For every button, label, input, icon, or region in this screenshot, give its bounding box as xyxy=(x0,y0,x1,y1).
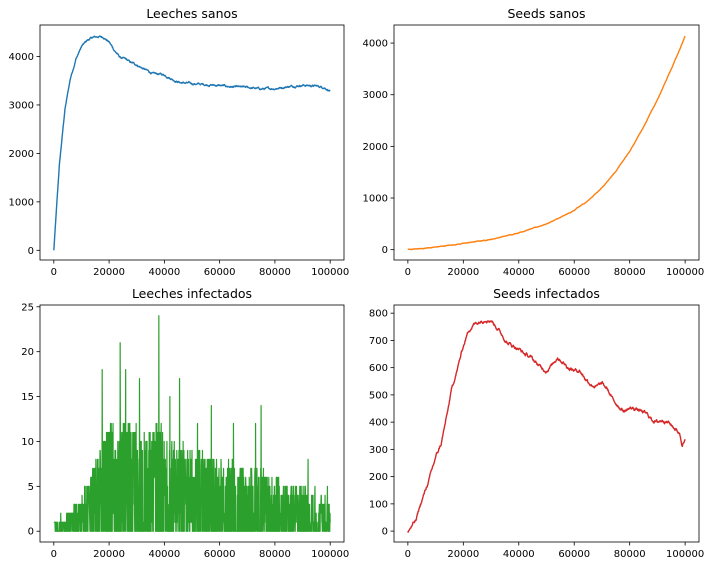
subplot-2: Seeds sanos 0 20000 40000 60000 80000 100000 0 1… xyxy=(363,6,705,278)
y-tick-label: 3000 xyxy=(363,90,388,101)
x-tick-label: 100000 xyxy=(666,549,704,560)
y-tick-label: 100 xyxy=(369,499,388,510)
x-tick-label: 80000 xyxy=(259,267,291,278)
x-tick-label: 20000 xyxy=(447,267,479,278)
y-tick-label: 2000 xyxy=(9,149,34,160)
y-tick-label: 1000 xyxy=(363,194,388,205)
y-tick-label: 4000 xyxy=(9,52,34,63)
y-tick-label: 10 xyxy=(21,437,34,448)
x-tick-label: 40000 xyxy=(148,267,180,278)
y-tick-label: 800 xyxy=(369,309,388,320)
y-tick-label: 200 xyxy=(369,472,388,483)
x-tick-label: 20000 xyxy=(93,549,125,560)
y-tick-label: 700 xyxy=(369,336,388,347)
y-tick-label: 0 xyxy=(382,245,388,256)
y-tick-label: 1000 xyxy=(9,197,34,208)
x-tick-label: 0 xyxy=(405,267,411,278)
series-line xyxy=(53,35,331,251)
x-tick-label: 80000 xyxy=(614,549,646,560)
x-tick-label: 0 xyxy=(51,549,57,560)
axes-frame xyxy=(39,24,345,261)
x-tick-label: 0 xyxy=(51,267,57,278)
x-tick-label: 20000 xyxy=(447,549,479,560)
y-tick-label: 0 xyxy=(28,527,34,538)
y-tick-label: 3000 xyxy=(9,100,34,111)
x-tick-label: 80000 xyxy=(614,267,646,278)
subplot-title: Seeds sanos xyxy=(508,6,586,21)
x-tick-label: 60000 xyxy=(204,267,236,278)
subplot-3: Leeches infectados 0 20000 40000 60000 80000 1… xyxy=(21,286,349,560)
x-tick-label: 100000 xyxy=(311,549,349,560)
series-line xyxy=(53,315,331,532)
x-tick-label: 100000 xyxy=(311,267,349,278)
x-tick-label: 60000 xyxy=(558,549,590,560)
x-tick-label: 20000 xyxy=(93,267,125,278)
y-tick-label: 5 xyxy=(28,482,34,493)
subplot-title: Seeds infectados xyxy=(493,286,600,301)
x-tick-label: 100000 xyxy=(666,267,704,278)
y-tick-label: 0 xyxy=(382,527,388,538)
y-tick-label: 400 xyxy=(369,418,388,429)
y-tick-label: 300 xyxy=(369,445,388,456)
axes-frame xyxy=(393,304,700,543)
y-tick-label: 0 xyxy=(28,246,34,257)
series-line xyxy=(407,320,686,533)
subplot-4: Seeds infectados 0 20000 40000 60000 80000 100… xyxy=(369,286,704,560)
x-tick-label: 80000 xyxy=(259,549,291,560)
y-tick-label: 600 xyxy=(369,363,388,374)
y-tick-label: 2000 xyxy=(363,142,388,153)
y-tick-label: 25 xyxy=(21,302,34,313)
x-tick-label: 40000 xyxy=(503,549,535,560)
axes-frame xyxy=(393,24,700,261)
y-tick-label: 15 xyxy=(21,392,34,403)
x-tick-label: 40000 xyxy=(148,549,180,560)
y-tick-label: 4000 xyxy=(363,39,388,50)
subplot-title: Leeches infectados xyxy=(132,286,252,301)
x-tick-label: 40000 xyxy=(503,267,535,278)
subplot-title: Leeches sanos xyxy=(146,6,237,21)
x-tick-label: 60000 xyxy=(204,549,236,560)
axes-frame xyxy=(39,304,345,543)
y-tick-label: 500 xyxy=(369,390,388,401)
y-tick-label: 20 xyxy=(21,347,34,358)
x-tick-label: 60000 xyxy=(558,267,590,278)
x-tick-label: 0 xyxy=(405,549,411,560)
series-line xyxy=(407,35,686,251)
